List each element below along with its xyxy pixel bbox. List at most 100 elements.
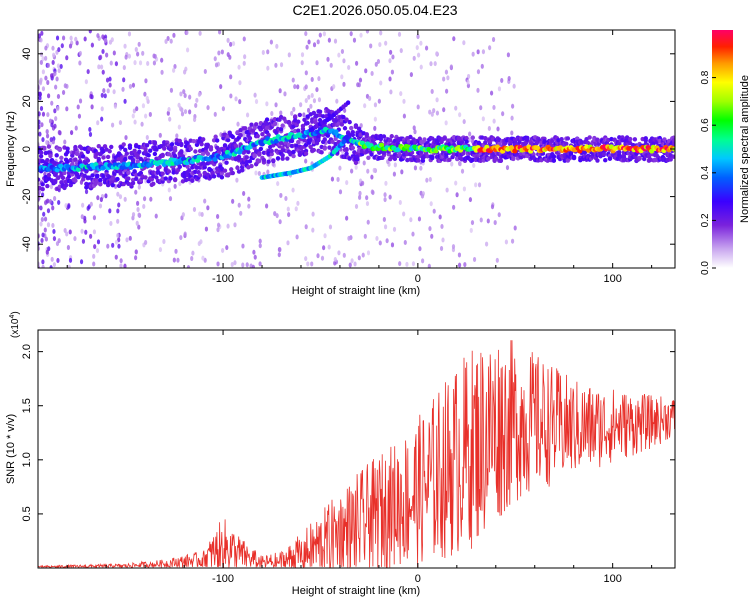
spectrogram-noise-cell	[122, 77, 126, 83]
spectrogram-noise-cell	[450, 161, 454, 167]
spectrogram-halo-cell	[261, 150, 267, 156]
spectrogram-noise-cell	[501, 111, 505, 117]
spectrogram-noise-cell	[462, 186, 466, 192]
spectrogram-halo-cell	[200, 151, 206, 157]
spectrogram-noise-cell	[174, 248, 178, 254]
spectrogram-halo-cell	[347, 156, 352, 161]
spectrogram-noise-cell	[43, 216, 48, 222]
spectrogram-halo-cell	[255, 133, 260, 139]
spectrogram-noise-cell	[247, 203, 251, 209]
spectrogram-noise-cell	[182, 89, 186, 95]
spectrogram-halo-cell	[138, 170, 144, 176]
spectrogram-halo-cell	[339, 122, 345, 127]
spectrogram-halo-cell	[366, 155, 371, 160]
spectrogram-noise-cell	[100, 106, 104, 112]
spectrogram-noise-cell	[160, 57, 164, 63]
spectrogram-noise-cell	[462, 119, 466, 125]
spectrogram-noise-cell	[89, 201, 93, 207]
y-tick-label: 2.0	[21, 344, 33, 359]
spectrogram-noise-cell	[92, 253, 96, 259]
spectrogram-noise-cell	[375, 235, 379, 241]
spectrogram-noise-cell	[402, 98, 406, 104]
spectrogram-halo-cell	[65, 149, 70, 155]
x-tick-label: 100	[603, 273, 621, 285]
spectrogram-halo-cell	[172, 153, 178, 159]
spectrogram-noise-cell	[68, 229, 72, 235]
spectrogram-noise-cell	[44, 55, 48, 61]
spectrogram-halo-cell	[280, 148, 285, 153]
spectrogram-noise-cell	[382, 216, 386, 222]
spectrogram-noise-cell	[81, 238, 86, 244]
spectrogram-noise-cell	[38, 131, 42, 137]
spectrogram-halo-cell	[193, 149, 198, 154]
spectrogram-noise-cell	[149, 196, 153, 202]
spectrogram-halo-cell	[42, 146, 47, 151]
spectrogram-noise-cell	[304, 84, 308, 90]
spectrogram-noise-cell	[39, 51, 44, 57]
spectrogram-noise-cell	[379, 80, 383, 86]
spectrogram-noise-cell	[295, 234, 299, 240]
spectrogram-halo-cell	[392, 156, 398, 162]
spectrogram-noise-cell	[481, 116, 485, 122]
spectrogram-halo-cell	[247, 159, 253, 164]
colorbar	[712, 30, 733, 268]
spectrogram-noise-cell	[444, 69, 449, 75]
spectrogram-halo-cell	[45, 183, 50, 189]
figure-title: C2E1.2026.050.05.04.E23	[292, 2, 458, 18]
spectrogram-halo-cell	[130, 157, 136, 163]
spectrogram-noise-cell	[363, 103, 367, 109]
spectrogram-noise-cell	[397, 31, 402, 37]
spectrogram-noise-cell	[497, 212, 501, 218]
spectrogram-noise-cell	[342, 252, 346, 258]
spectrogram-halo-cell	[246, 149, 251, 155]
spectrogram-halo-cell	[621, 154, 627, 160]
spectrogram-upper-branch-cell	[345, 100, 351, 106]
spectrogram-noise-cell	[137, 184, 141, 190]
spectrogram-noise-cell	[390, 242, 395, 248]
spectrogram-noise-cell	[180, 111, 185, 117]
spectrogram-halo-cell	[219, 175, 225, 180]
spectrogram-halo-cell	[143, 175, 148, 180]
spectrogram-noise-cell	[69, 130, 74, 136]
spectrogram-noise-cell	[127, 53, 132, 59]
spectrogram-noise-cell	[53, 71, 57, 77]
spectrogram-noise-cell	[74, 125, 78, 131]
spectrogram-halo-cell	[222, 143, 228, 148]
x-tick-label: 0	[415, 273, 421, 285]
spectrogram-noise-cell	[398, 200, 402, 206]
spectrogram-noise-cell	[125, 237, 129, 243]
spectrogram-halo-cell	[369, 152, 374, 157]
spectrogram-noise-cell	[206, 105, 210, 111]
spectrogram-noise-cell	[90, 94, 94, 100]
spectrogram-noise-cell	[299, 102, 303, 108]
spectrogram-noise-cell	[88, 131, 93, 137]
spectrogram-halo-cell	[236, 154, 242, 160]
spectrogram-track-cell	[379, 142, 385, 148]
spectrogram-halo-cell	[330, 139, 335, 145]
spectrogram-noise-cell	[66, 245, 71, 251]
spectrogram-noise-cell	[135, 106, 139, 112]
spectrogram-noise-cell	[385, 238, 389, 244]
spectrogram-noise-cell	[52, 229, 56, 235]
spectrogram-noise-cell	[315, 87, 319, 93]
spectrogram-noise-cell	[439, 246, 444, 252]
spectrogram-halo-cell	[266, 159, 271, 164]
spectrogram-noise-cell	[78, 60, 82, 66]
spectrogram-halo-cell	[483, 140, 488, 145]
spectrogram-noise-cell	[143, 91, 147, 97]
spectrogram-noise-cell	[49, 137, 53, 143]
spectrogram-noise-cell	[114, 61, 119, 67]
spectrogram-noise-cell	[217, 50, 221, 56]
spectrogram-noise-cell	[322, 31, 326, 37]
spectrogram-noise-cell	[103, 37, 108, 43]
spectrogram-noise-cell	[275, 213, 279, 219]
spectrogram-halo-cell	[344, 117, 349, 122]
spectrogram-noise-cell	[332, 84, 336, 90]
spectrogram-halo-cell	[617, 149, 622, 155]
spectrogram-noise-cell	[110, 37, 114, 43]
spectrogram-noise-cell	[454, 180, 458, 186]
spectrogram-noise-cell	[134, 249, 138, 255]
spectrogram-noise-cell	[512, 83, 516, 89]
spectrogram-noise-cell	[152, 60, 157, 66]
spectrogram-noise-cell	[444, 120, 448, 126]
